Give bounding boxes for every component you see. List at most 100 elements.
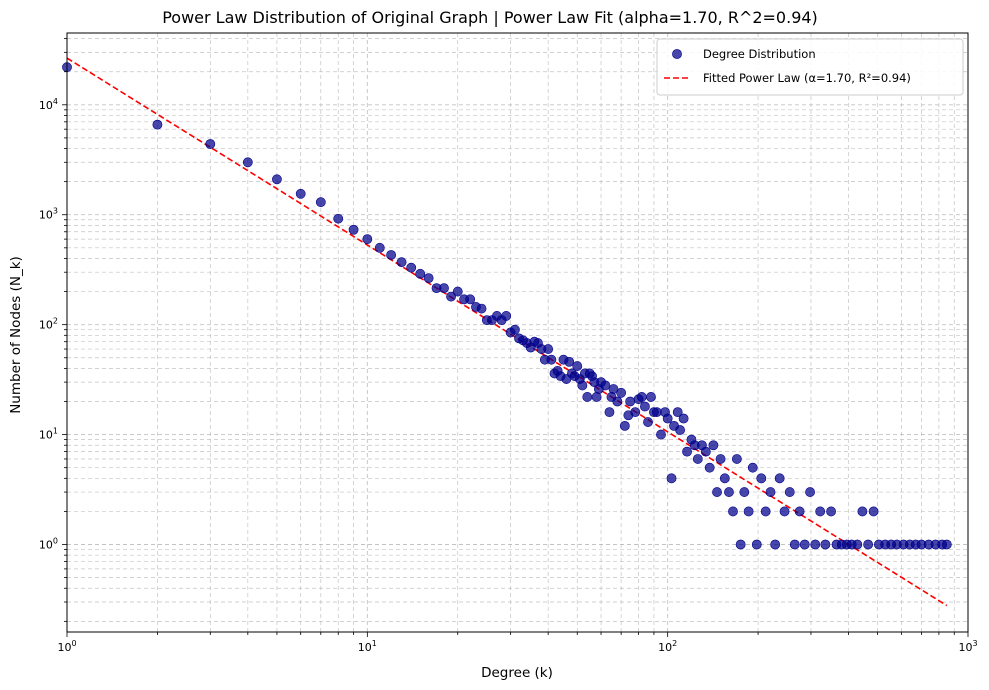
degree-point <box>692 454 703 464</box>
degree-point <box>789 539 800 550</box>
degree-point <box>362 234 373 245</box>
degree-point <box>295 188 306 199</box>
degree-point <box>510 324 520 335</box>
degree-point <box>415 268 426 279</box>
plot-frame <box>66 32 969 633</box>
degree-point <box>779 506 790 517</box>
degree-point <box>630 407 641 418</box>
degree-point <box>272 174 282 185</box>
x-tick-label: 101 <box>358 639 377 654</box>
degree-point <box>678 413 689 424</box>
degree-point <box>396 257 407 268</box>
degree-point <box>242 157 253 168</box>
degree-point <box>612 396 623 407</box>
degree-point <box>662 413 673 424</box>
degree-point <box>640 401 650 412</box>
degree-point <box>636 392 647 402</box>
degree-point <box>857 506 868 517</box>
degree-point <box>582 392 593 402</box>
legend-marker-circle <box>672 49 682 59</box>
axes <box>62 32 969 637</box>
degree-point <box>784 487 795 497</box>
degree-point <box>374 242 385 253</box>
degree-point <box>805 487 815 497</box>
degree-point <box>608 384 619 394</box>
chart-title: Power Law Distribution of Original Graph… <box>162 8 818 27</box>
degree-point <box>501 311 512 321</box>
y-tick-label: 103 <box>39 207 58 222</box>
degree-point <box>852 539 863 550</box>
degree-point <box>794 506 805 517</box>
y-axis-label: Number of Nodes (N_k) <box>8 256 24 414</box>
degree-point <box>760 506 771 517</box>
degree-point <box>446 291 456 302</box>
degree-point <box>604 407 615 418</box>
degree-point <box>863 539 874 550</box>
degree-point <box>751 539 762 550</box>
degree-point <box>735 539 746 550</box>
degree-point <box>600 380 611 391</box>
degree-point <box>682 446 692 457</box>
degree-point <box>868 506 879 517</box>
degree-point <box>704 462 715 473</box>
degree-point <box>543 344 554 354</box>
degree-point <box>700 446 711 457</box>
degree-point <box>564 356 575 367</box>
x-tick-label: 103 <box>958 639 977 654</box>
degree-point <box>708 440 719 451</box>
degree-point <box>205 139 216 149</box>
y-tick-label: 104 <box>39 97 58 112</box>
degree-point <box>815 506 826 517</box>
degree-point <box>728 506 738 517</box>
degree-point <box>406 262 417 273</box>
degree-point <box>465 294 476 305</box>
degree-point <box>619 420 630 431</box>
degree-point <box>572 361 583 371</box>
degree-point <box>152 119 163 130</box>
degree-point <box>646 392 656 402</box>
degree-point <box>756 473 767 484</box>
degree-point <box>774 473 785 484</box>
degree-point <box>675 425 685 435</box>
degree-point <box>651 407 662 418</box>
legend-label: Degree Distribution <box>703 47 816 61</box>
degree-point <box>826 506 836 517</box>
degree-point <box>476 303 487 314</box>
degree-point <box>666 473 677 484</box>
degree-point <box>712 487 722 497</box>
degree-point <box>799 539 810 550</box>
degree-point <box>333 213 344 224</box>
degree-point <box>625 396 636 407</box>
y-tick-label: 101 <box>39 427 58 442</box>
degree-point <box>656 429 666 440</box>
gridlines <box>66 33 969 632</box>
legend-label: Fitted Power Law (α=1.70, R²=0.94) <box>703 71 911 85</box>
x-tick-label: 102 <box>658 639 677 654</box>
degree-point <box>715 454 726 464</box>
degree-point <box>770 539 781 550</box>
degree-point <box>386 250 397 260</box>
x-tick-label: 100 <box>57 639 76 654</box>
y-tick-label: 100 <box>39 537 58 552</box>
degree-point <box>452 286 463 297</box>
degree-point <box>546 354 557 365</box>
degree-point <box>739 487 750 497</box>
scatter-points <box>62 62 952 550</box>
x-axis-label: Degree (k) <box>481 665 553 681</box>
degree-point <box>423 273 434 284</box>
degree-point <box>315 197 326 208</box>
degree-point <box>616 387 627 398</box>
degree-point <box>348 224 359 235</box>
degree-point <box>731 454 742 464</box>
degree-point <box>643 417 653 427</box>
legend: Degree Distribution Fitted Power Law (α=1… <box>656 38 964 96</box>
degree-point <box>941 539 952 550</box>
y-tick-label: 102 <box>39 317 58 332</box>
degree-point <box>672 407 683 418</box>
degree-point <box>439 283 449 294</box>
legend-box <box>656 38 964 96</box>
tick-labels: 100 101 102 103 100 101 102 103 104 <box>39 97 978 654</box>
degree-point <box>747 462 758 473</box>
